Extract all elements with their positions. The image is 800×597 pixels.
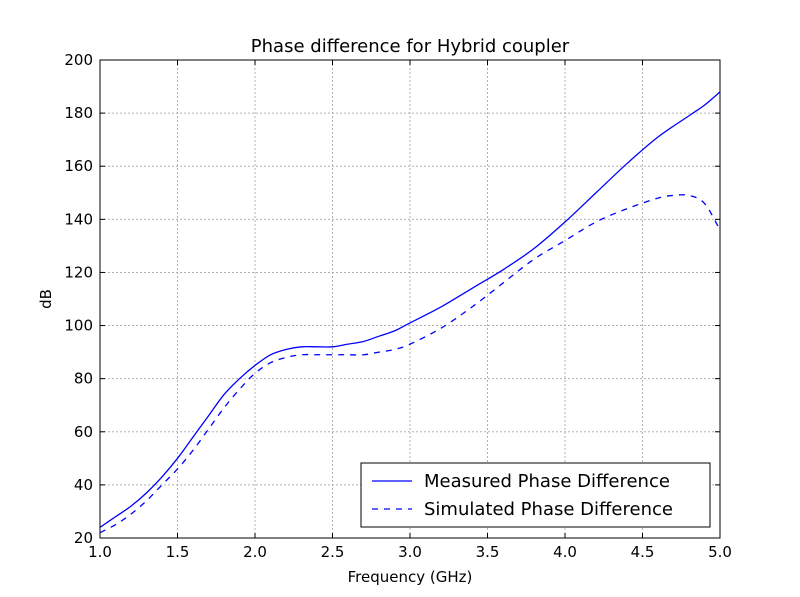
x-tick-label: 3.0 [398,543,422,561]
y-axis-label: dB [37,289,55,309]
chart-title: Phase difference for Hybrid coupler [251,36,570,57]
legend-label-measured: Measured Phase Difference [424,471,670,492]
y-tick-label: 140 [64,210,93,228]
y-tick-label: 40 [74,476,93,494]
y-tick-label: 120 [64,263,93,281]
x-tick-label: 4.5 [631,543,655,561]
x-tick-label: 1.0 [88,543,112,561]
simulated-phase-line [99,194,721,534]
x-tick-label: 2.5 [321,543,345,561]
x-tick-label: 4.0 [553,543,577,561]
y-tick-label: 80 [74,370,93,388]
x-tick-label: 5.0 [708,543,732,561]
axis-ticks: 1.0 1.5 2.0 2.5 3.0 3.5 4.0 4.5 5.0 20 40 60 80 100 12… [64,51,732,561]
y-tick-label: 180 [64,104,93,122]
x-tick-label: 2.0 [243,543,267,561]
measured-phase-line [99,91,721,528]
y-tick-label: 100 [64,317,93,335]
y-tick-label: 200 [64,51,93,69]
x-tick-label: 1.5 [166,543,190,561]
legend-label-simulated: Simulated Phase Difference [424,499,673,520]
y-tick-label: 160 [64,157,93,175]
x-tick-label: 3.5 [476,543,500,561]
y-tick-label: 20 [74,529,93,547]
x-axis-label: Frequency (GHz) [348,568,473,586]
legend-box [360,462,711,528]
y-tick-label: 60 [74,423,93,441]
legend: Measured Phase Difference Simulated Phas… [360,462,711,528]
series-lines [99,91,721,534]
